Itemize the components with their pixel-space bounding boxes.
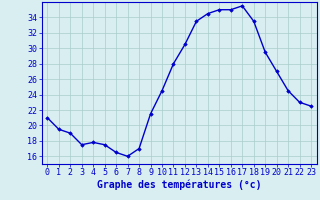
X-axis label: Graphe des températures (°c): Graphe des températures (°c): [97, 180, 261, 190]
